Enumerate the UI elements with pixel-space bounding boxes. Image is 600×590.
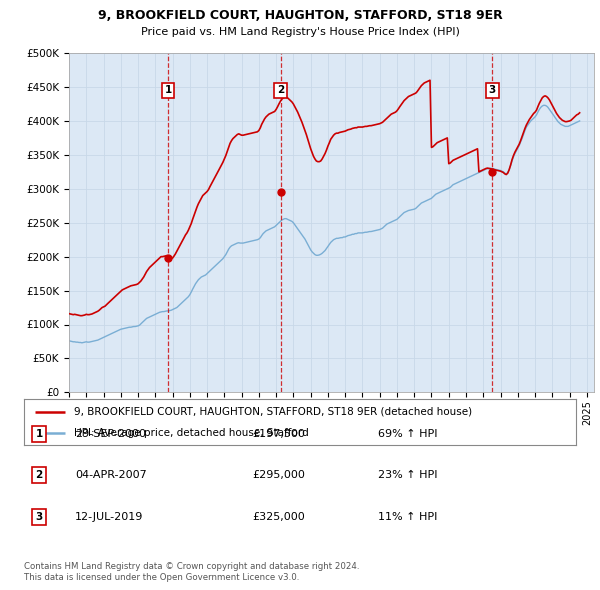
Text: 11% ↑ HPI: 11% ↑ HPI	[378, 512, 437, 522]
Text: 1: 1	[164, 86, 172, 96]
Text: 1: 1	[35, 429, 43, 439]
Text: 9, BROOKFIELD COURT, HAUGHTON, STAFFORD, ST18 9ER (detached house): 9, BROOKFIELD COURT, HAUGHTON, STAFFORD,…	[74, 407, 472, 417]
Text: 9, BROOKFIELD COURT, HAUGHTON, STAFFORD, ST18 9ER: 9, BROOKFIELD COURT, HAUGHTON, STAFFORD,…	[98, 9, 502, 22]
Text: Price paid vs. HM Land Registry's House Price Index (HPI): Price paid vs. HM Land Registry's House …	[140, 27, 460, 37]
Text: £197,500: £197,500	[252, 429, 305, 439]
Text: 3: 3	[489, 86, 496, 96]
Text: 2: 2	[35, 470, 43, 480]
Text: 12-JUL-2019: 12-JUL-2019	[75, 512, 143, 522]
Text: 04-APR-2007: 04-APR-2007	[75, 470, 147, 480]
Text: £325,000: £325,000	[252, 512, 305, 522]
Text: Contains HM Land Registry data © Crown copyright and database right 2024.
This d: Contains HM Land Registry data © Crown c…	[24, 562, 359, 582]
Text: 23% ↑ HPI: 23% ↑ HPI	[378, 470, 437, 480]
Text: 3: 3	[35, 512, 43, 522]
Text: 29-SEP-2000: 29-SEP-2000	[75, 429, 146, 439]
Text: £295,000: £295,000	[252, 470, 305, 480]
Text: HPI: Average price, detached house, Stafford: HPI: Average price, detached house, Staf…	[74, 428, 308, 438]
Text: 2: 2	[277, 86, 284, 96]
Text: 69% ↑ HPI: 69% ↑ HPI	[378, 429, 437, 439]
